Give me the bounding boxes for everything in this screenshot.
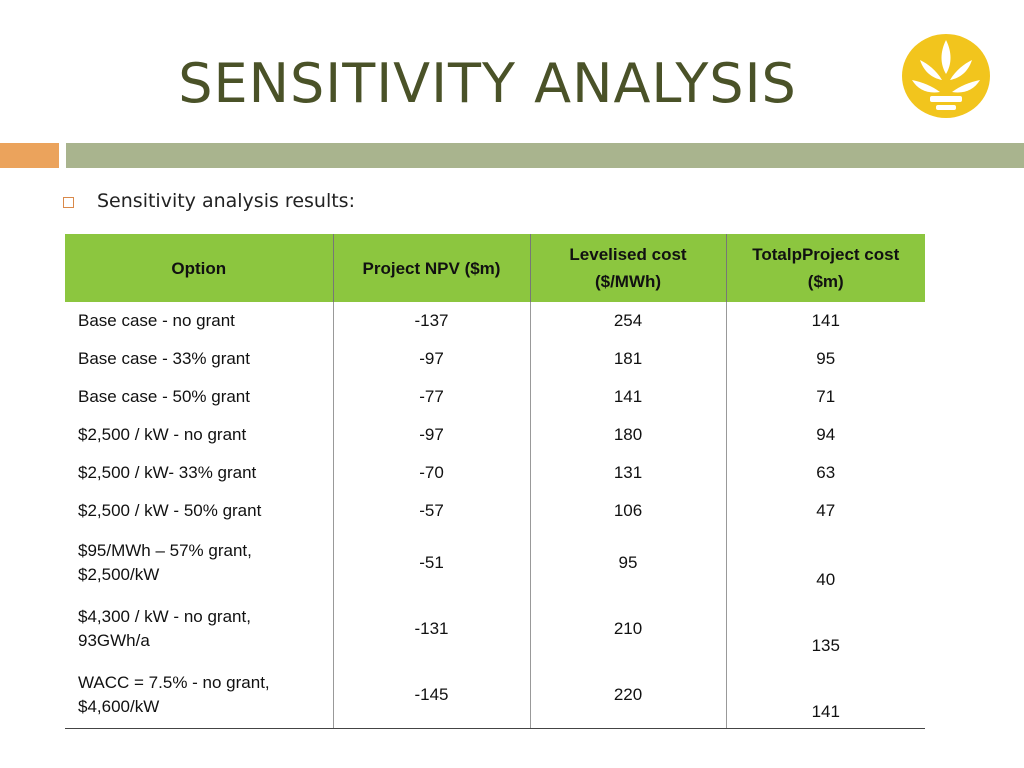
option-cell: $95/MWh – 57% grant, $2,500/kW xyxy=(78,541,252,584)
slide-title: SENSITIVITY ANALYSIS xyxy=(178,52,797,115)
header-bar xyxy=(66,143,1024,168)
value-cell: -70 xyxy=(332,454,530,492)
value-cell: 254 xyxy=(529,302,726,340)
logo xyxy=(902,34,990,118)
value-cell: 106 xyxy=(529,492,726,530)
option-cell: Base case - 33% grant xyxy=(78,349,250,368)
value-cell: -97 xyxy=(332,340,530,378)
option-cell: Base case - no grant xyxy=(78,311,235,330)
value-cell: 141 xyxy=(725,662,925,729)
value-cell: -131 xyxy=(332,596,530,662)
value-cell: -137 xyxy=(332,302,530,340)
option-cell: $2,500 / kW - 50% grant xyxy=(78,501,262,520)
bullet-marker xyxy=(63,197,74,208)
value-cell: 141 xyxy=(529,378,726,416)
value-cell: 210 xyxy=(529,596,726,662)
value-cell: 180 xyxy=(529,416,726,454)
table-row: $2,500 / kW - 50% grant -57 106 47 xyxy=(65,492,925,530)
column-header: Levelised cost ($/MWh) xyxy=(529,234,726,302)
value-cell: 95 xyxy=(725,340,925,378)
value-cell: 63 xyxy=(725,454,925,492)
value-cell: -51 xyxy=(332,530,530,596)
results-table: Option Project NPV ($m) Levelised cost ($/… xyxy=(65,234,925,729)
table-row: WACC = 7.5% - no grant, $4,600/kW -145 220… xyxy=(65,662,925,729)
value-cell: 40 xyxy=(725,530,925,596)
value-cell: 47 xyxy=(725,492,925,530)
value-cell: -77 xyxy=(332,378,530,416)
table-row: $2,500 / kW - no grant -97 180 94 xyxy=(65,416,925,454)
option-cell: $4,300 / kW - no grant, 93GWh/a xyxy=(78,607,251,650)
table-row: $4,300 / kW - no grant, 93GWh/a -131 210 13… xyxy=(65,596,925,662)
value-cell: 131 xyxy=(529,454,726,492)
bullet-text: Sensitivity analysis results: xyxy=(97,190,355,212)
table-row: Base case - 33% grant -97 181 95 xyxy=(65,340,925,378)
table-row: $95/MWh – 57% grant, $2,500/kW -51 95 40 xyxy=(65,530,925,596)
column-header: TotalpProject cost ($m) xyxy=(725,234,925,302)
value-cell: -57 xyxy=(332,492,530,530)
value-cell: 220 xyxy=(529,662,726,729)
table-row: Base case - no grant -137 254 141 xyxy=(65,302,925,340)
column-header: Option xyxy=(65,234,333,302)
table-header: Option Project NPV ($m) Levelised cost ($/… xyxy=(65,234,925,302)
value-cell: 71 xyxy=(725,378,925,416)
table-row: $2,500 / kW- 33% grant -70 131 63 xyxy=(65,454,925,492)
value-cell: 94 xyxy=(725,416,925,454)
table-row: Base case - 50% grant -77 141 71 xyxy=(65,378,925,416)
option-cell: WACC = 7.5% - no grant, $4,600/kW xyxy=(65,662,333,729)
value-cell: 181 xyxy=(529,340,726,378)
value-cell: -145 xyxy=(332,662,530,729)
option-cell: $2,500 / kW - no grant xyxy=(78,425,247,444)
accent-bar xyxy=(0,143,59,168)
value-cell: 141 xyxy=(725,302,925,340)
option-cell: Base case - 50% grant xyxy=(78,387,250,406)
value-cell: -97 xyxy=(332,416,530,454)
value-cell: 135 xyxy=(725,596,925,662)
value-cell: 95 xyxy=(529,530,726,596)
option-cell: $2,500 / kW- 33% grant xyxy=(78,463,257,482)
column-header: Project NPV ($m) xyxy=(332,234,530,302)
